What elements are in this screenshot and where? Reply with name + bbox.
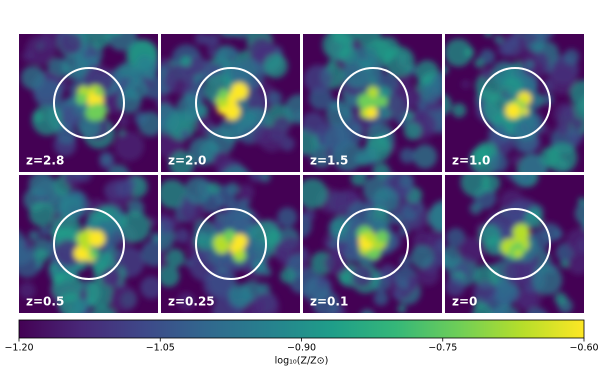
aperture-circle xyxy=(195,208,267,280)
aperture-circle xyxy=(53,208,125,280)
panel-label: z=0 xyxy=(452,295,477,309)
aperture-circle xyxy=(337,67,409,139)
panel xyxy=(161,34,300,172)
panel xyxy=(19,175,158,313)
metallicity-map xyxy=(445,175,584,313)
panel-label: z=2.8 xyxy=(26,154,64,168)
aperture-circle xyxy=(337,208,409,280)
panel xyxy=(445,34,584,172)
colorbar-tick-label: −0.60 xyxy=(569,343,598,354)
metallicity-map xyxy=(445,34,584,172)
metallicity-map xyxy=(161,175,300,313)
colorbar-tick-label: −0.90 xyxy=(287,343,316,354)
aperture-circle xyxy=(479,208,551,280)
metallicity-map xyxy=(20,34,158,172)
panel xyxy=(303,34,442,172)
panel xyxy=(445,175,584,313)
colorbar-tick-label: −0.75 xyxy=(428,343,457,354)
panel-label: z=0.1 xyxy=(310,295,348,309)
metallicity-map xyxy=(19,175,158,313)
panel-label: z=0.5 xyxy=(26,295,64,309)
panel xyxy=(19,34,158,172)
aperture-circle xyxy=(479,67,551,139)
aperture-circle xyxy=(195,67,267,139)
panel-label: z=1.5 xyxy=(310,154,348,168)
panel xyxy=(161,175,300,313)
panel-label: z=2.0 xyxy=(168,154,206,168)
aperture-circle xyxy=(53,67,125,139)
colorbar xyxy=(18,319,585,339)
panel-label: z=0.25 xyxy=(168,295,215,309)
panel-label: z=1.0 xyxy=(452,154,490,168)
colorbar-label: log₁₀(Z/Z⊙) xyxy=(275,356,329,367)
metallicity-map xyxy=(161,34,300,172)
panel xyxy=(303,175,442,313)
colorbar-tick-label: −1.20 xyxy=(4,343,33,354)
colorbar-tick-label: −1.05 xyxy=(146,343,175,354)
metallicity-map xyxy=(303,34,442,172)
